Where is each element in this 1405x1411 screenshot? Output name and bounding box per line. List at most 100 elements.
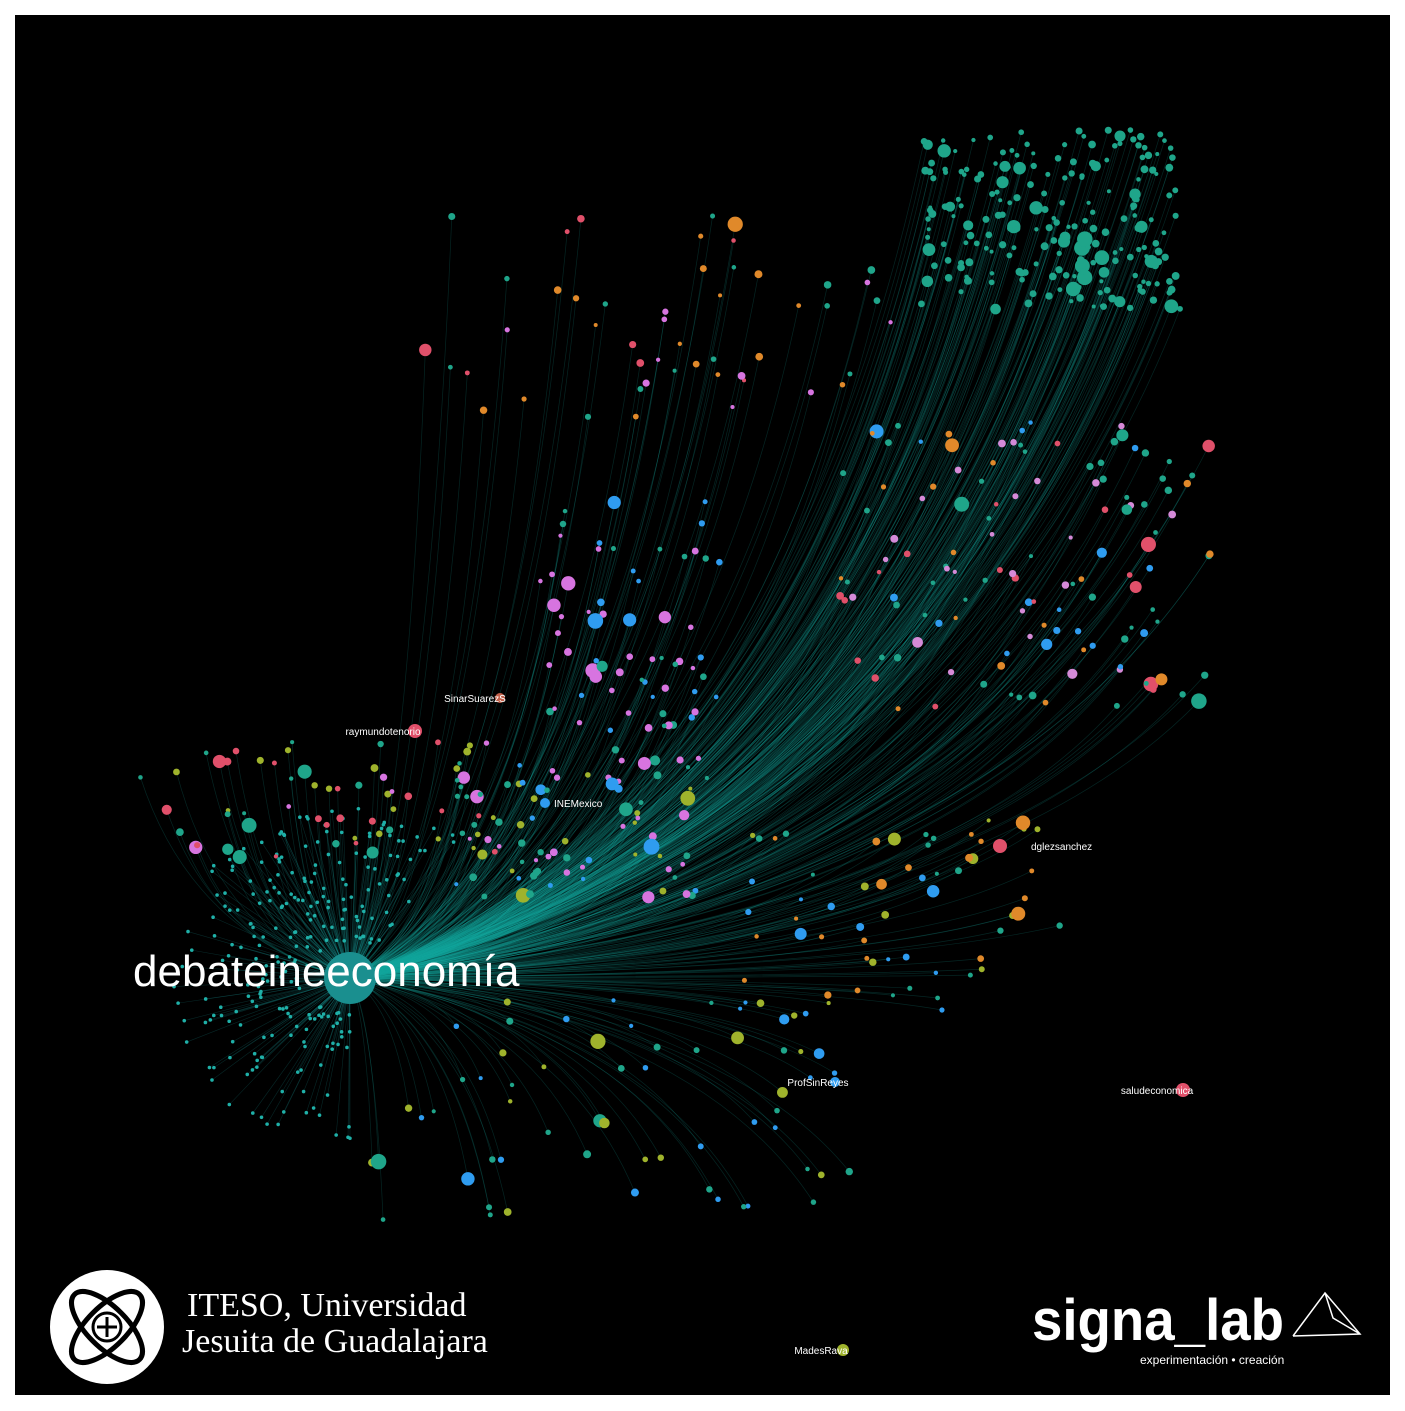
node <box>731 1031 744 1045</box>
edge <box>349 308 1181 979</box>
node <box>836 591 844 600</box>
edge <box>349 237 928 979</box>
node <box>1166 278 1173 285</box>
node <box>625 710 632 716</box>
edge <box>349 858 974 979</box>
edge <box>349 602 1030 979</box>
node <box>657 853 663 859</box>
edge <box>349 443 1003 979</box>
node <box>186 929 190 934</box>
node <box>841 597 849 604</box>
edge <box>349 636 1031 979</box>
edge <box>243 848 351 979</box>
node <box>1146 564 1154 572</box>
node <box>912 636 923 648</box>
node <box>807 1075 813 1081</box>
node <box>939 1007 945 1013</box>
node <box>934 871 939 876</box>
edge <box>349 581 848 979</box>
edge <box>349 267 735 979</box>
node <box>297 986 302 991</box>
edge <box>349 677 876 979</box>
node <box>589 670 603 683</box>
node <box>315 840 320 844</box>
edge <box>349 812 638 979</box>
node <box>268 898 272 903</box>
node <box>549 571 555 578</box>
node <box>921 275 934 288</box>
edge <box>349 881 753 979</box>
node <box>294 1024 299 1029</box>
edge <box>349 977 622 1069</box>
edge <box>349 695 1033 979</box>
node <box>623 613 637 627</box>
node <box>691 547 699 555</box>
node <box>577 214 585 223</box>
node <box>529 815 536 821</box>
node <box>968 831 974 837</box>
node <box>989 190 996 198</box>
edge <box>349 168 1020 979</box>
edge <box>349 630 1058 979</box>
node <box>545 1129 551 1136</box>
edge <box>349 657 898 979</box>
edge <box>349 256 1131 979</box>
node <box>516 876 522 881</box>
node <box>794 927 807 940</box>
node <box>223 904 227 908</box>
node <box>1019 427 1025 434</box>
edge <box>349 199 1138 979</box>
node <box>223 757 232 766</box>
node <box>1034 826 1041 833</box>
edge <box>349 817 494 979</box>
edge <box>349 416 637 979</box>
node <box>457 771 471 784</box>
node <box>1104 157 1110 163</box>
node-label: raymundotenorio <box>345 727 420 738</box>
edge <box>349 293 1034 979</box>
edge <box>349 356 760 979</box>
node <box>342 926 346 930</box>
node <box>951 214 956 219</box>
edge <box>349 343 681 979</box>
edge <box>349 632 1145 979</box>
node <box>1056 922 1063 929</box>
edge <box>349 665 550 979</box>
edge <box>349 977 738 1039</box>
node <box>361 934 365 939</box>
edge <box>349 977 491 1215</box>
node <box>552 706 557 711</box>
edge <box>349 870 959 979</box>
edge <box>349 977 893 996</box>
edge <box>349 144 1093 979</box>
node <box>1034 227 1039 232</box>
edge <box>349 205 1134 979</box>
edge <box>349 666 1121 979</box>
edge <box>349 147 1146 979</box>
edge <box>349 653 1008 979</box>
node <box>396 872 401 876</box>
node <box>1183 479 1192 488</box>
edge <box>349 518 990 979</box>
edge <box>349 549 661 979</box>
node <box>584 413 592 420</box>
node <box>928 209 937 218</box>
node <box>284 747 292 754</box>
node <box>1068 170 1075 177</box>
edge <box>349 232 1106 979</box>
edge <box>349 191 1110 979</box>
node <box>947 668 955 676</box>
edge <box>349 226 1015 979</box>
node <box>731 238 736 243</box>
edge <box>349 538 895 979</box>
edge <box>349 144 1065 979</box>
node <box>1041 622 1047 628</box>
edge <box>349 442 1014 979</box>
edge <box>349 502 615 979</box>
node <box>985 231 993 239</box>
node <box>955 196 961 202</box>
node <box>474 831 481 838</box>
edge <box>349 852 541 979</box>
node <box>332 839 340 848</box>
